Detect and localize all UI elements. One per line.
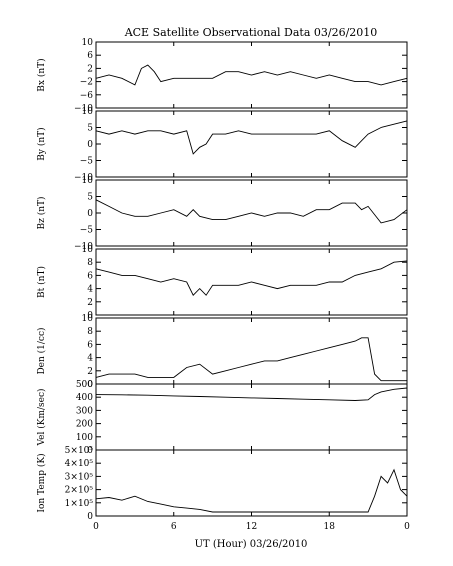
y-tick-label: 10	[82, 38, 94, 48]
panel-temp: 5×10⁵ 4×10⁵ 3×10⁵ 2×10⁵ 1×10⁵ 0 Ion Temp (K)	[36, 446, 408, 522]
x-tick-label: 0	[93, 522, 99, 532]
series-by	[95, 120, 408, 155]
y-tick-label: 5	[87, 124, 93, 134]
y-tick-label: −5	[80, 226, 94, 236]
y-tick-label: 500	[76, 380, 93, 390]
y-axis-label: By (nT)	[36, 127, 47, 160]
y-tick-label: −10	[74, 173, 93, 183]
panels-group: 10 6 2 −2 −6 −10 Bx (nT) 10 5 0 −5 −10 By (nT) 10 5 0 −5…	[36, 38, 408, 522]
y-tick-label: −10	[74, 104, 93, 114]
y-axis-label: Bt (nT)	[36, 266, 47, 298]
x-axis-label: UT (Hour) 03/26/2010	[195, 539, 308, 550]
panel-den: 10 8 6 4 2 0 Den (1/cc)	[36, 314, 408, 390]
y-tick-label: 10	[82, 176, 94, 186]
y-tick-label: 4	[87, 354, 93, 364]
y-axis-label: Bx (nT)	[36, 58, 47, 91]
y-tick-label: 0	[87, 512, 93, 522]
y-tick-label: 6	[87, 340, 93, 350]
series-temp	[95, 468, 408, 513]
x-tick-label: 6	[171, 522, 177, 532]
panel-frame	[95, 317, 408, 385]
y-tick-label: 10	[82, 107, 94, 117]
y-tick-label: −6	[80, 91, 94, 101]
y-tick-label: 1×10⁵	[65, 499, 94, 509]
y-tick-label: 2	[87, 64, 93, 74]
panel-frame	[95, 383, 408, 451]
panel-bt: 10 8 6 4 2 0 Bt (nT)	[36, 245, 408, 321]
y-tick-label: 300	[76, 406, 93, 416]
panel-by: 10 5 0 −5 −10 By (nT)	[36, 107, 408, 183]
panel-bz: 10 5 0 −5 −10 Bz (nT)	[36, 176, 408, 252]
y-tick-label: −10	[74, 242, 93, 252]
y-axis-label: Ion Temp (K)	[36, 453, 47, 512]
series-bz	[95, 199, 408, 224]
x-tick-label: 18	[324, 522, 336, 532]
y-tick-label: 400	[76, 393, 93, 403]
panel-bx: 10 6 2 −2 −6 −10 Bx (nT)	[36, 38, 408, 114]
y-tick-label: 0	[87, 380, 93, 390]
y-tick-label: 2	[87, 367, 93, 377]
y-tick-label: 0	[87, 446, 93, 456]
y-axis-label: Bz (nT)	[36, 196, 47, 229]
y-tick-label: 5×10⁵	[65, 446, 94, 456]
y-tick-label: 2×10⁵	[65, 486, 94, 496]
x-tick-label: 12	[246, 522, 257, 532]
y-tick-label: 10	[82, 314, 94, 324]
y-tick-label: 2	[87, 298, 93, 308]
y-tick-label: 5	[87, 193, 93, 203]
y-tick-label: 0	[87, 209, 93, 219]
series-bt	[95, 260, 408, 296]
y-tick-label: 10	[82, 245, 94, 255]
y-tick-label: 8	[87, 258, 93, 268]
panel-frame	[95, 449, 408, 517]
y-tick-label: 8	[87, 327, 93, 337]
y-tick-label: −5	[80, 157, 94, 167]
y-tick-label: 6	[87, 271, 93, 281]
y-axis-label: Vel (Km/sec)	[36, 388, 47, 446]
series-bx	[95, 64, 408, 86]
y-tick-label: 3×10⁵	[65, 472, 94, 482]
y-tick-label: 100	[76, 433, 93, 443]
panel-frame	[95, 110, 408, 178]
panel-vel: 500 400 300 200 100 0 Vel (Km/sec)	[36, 380, 408, 456]
series-vel	[95, 387, 408, 401]
y-tick-label: 200	[76, 420, 93, 430]
y-tick-label: −2	[80, 78, 93, 88]
y-tick-label: 0	[87, 140, 93, 150]
chart-title: ACE Satellite Observational Data 03/26/2…	[124, 26, 378, 39]
y-tick-label: 4×10⁵	[65, 459, 94, 469]
y-tick-label: 6	[87, 51, 93, 61]
y-axis-label: Den (1/cc)	[36, 327, 47, 374]
y-tick-label: 0	[87, 311, 93, 321]
x-tick-labels: 0 6 12 18 0	[93, 522, 410, 532]
x-tick-label: 0	[404, 522, 410, 532]
y-tick-label: 4	[87, 285, 93, 295]
series-den	[95, 337, 407, 382]
